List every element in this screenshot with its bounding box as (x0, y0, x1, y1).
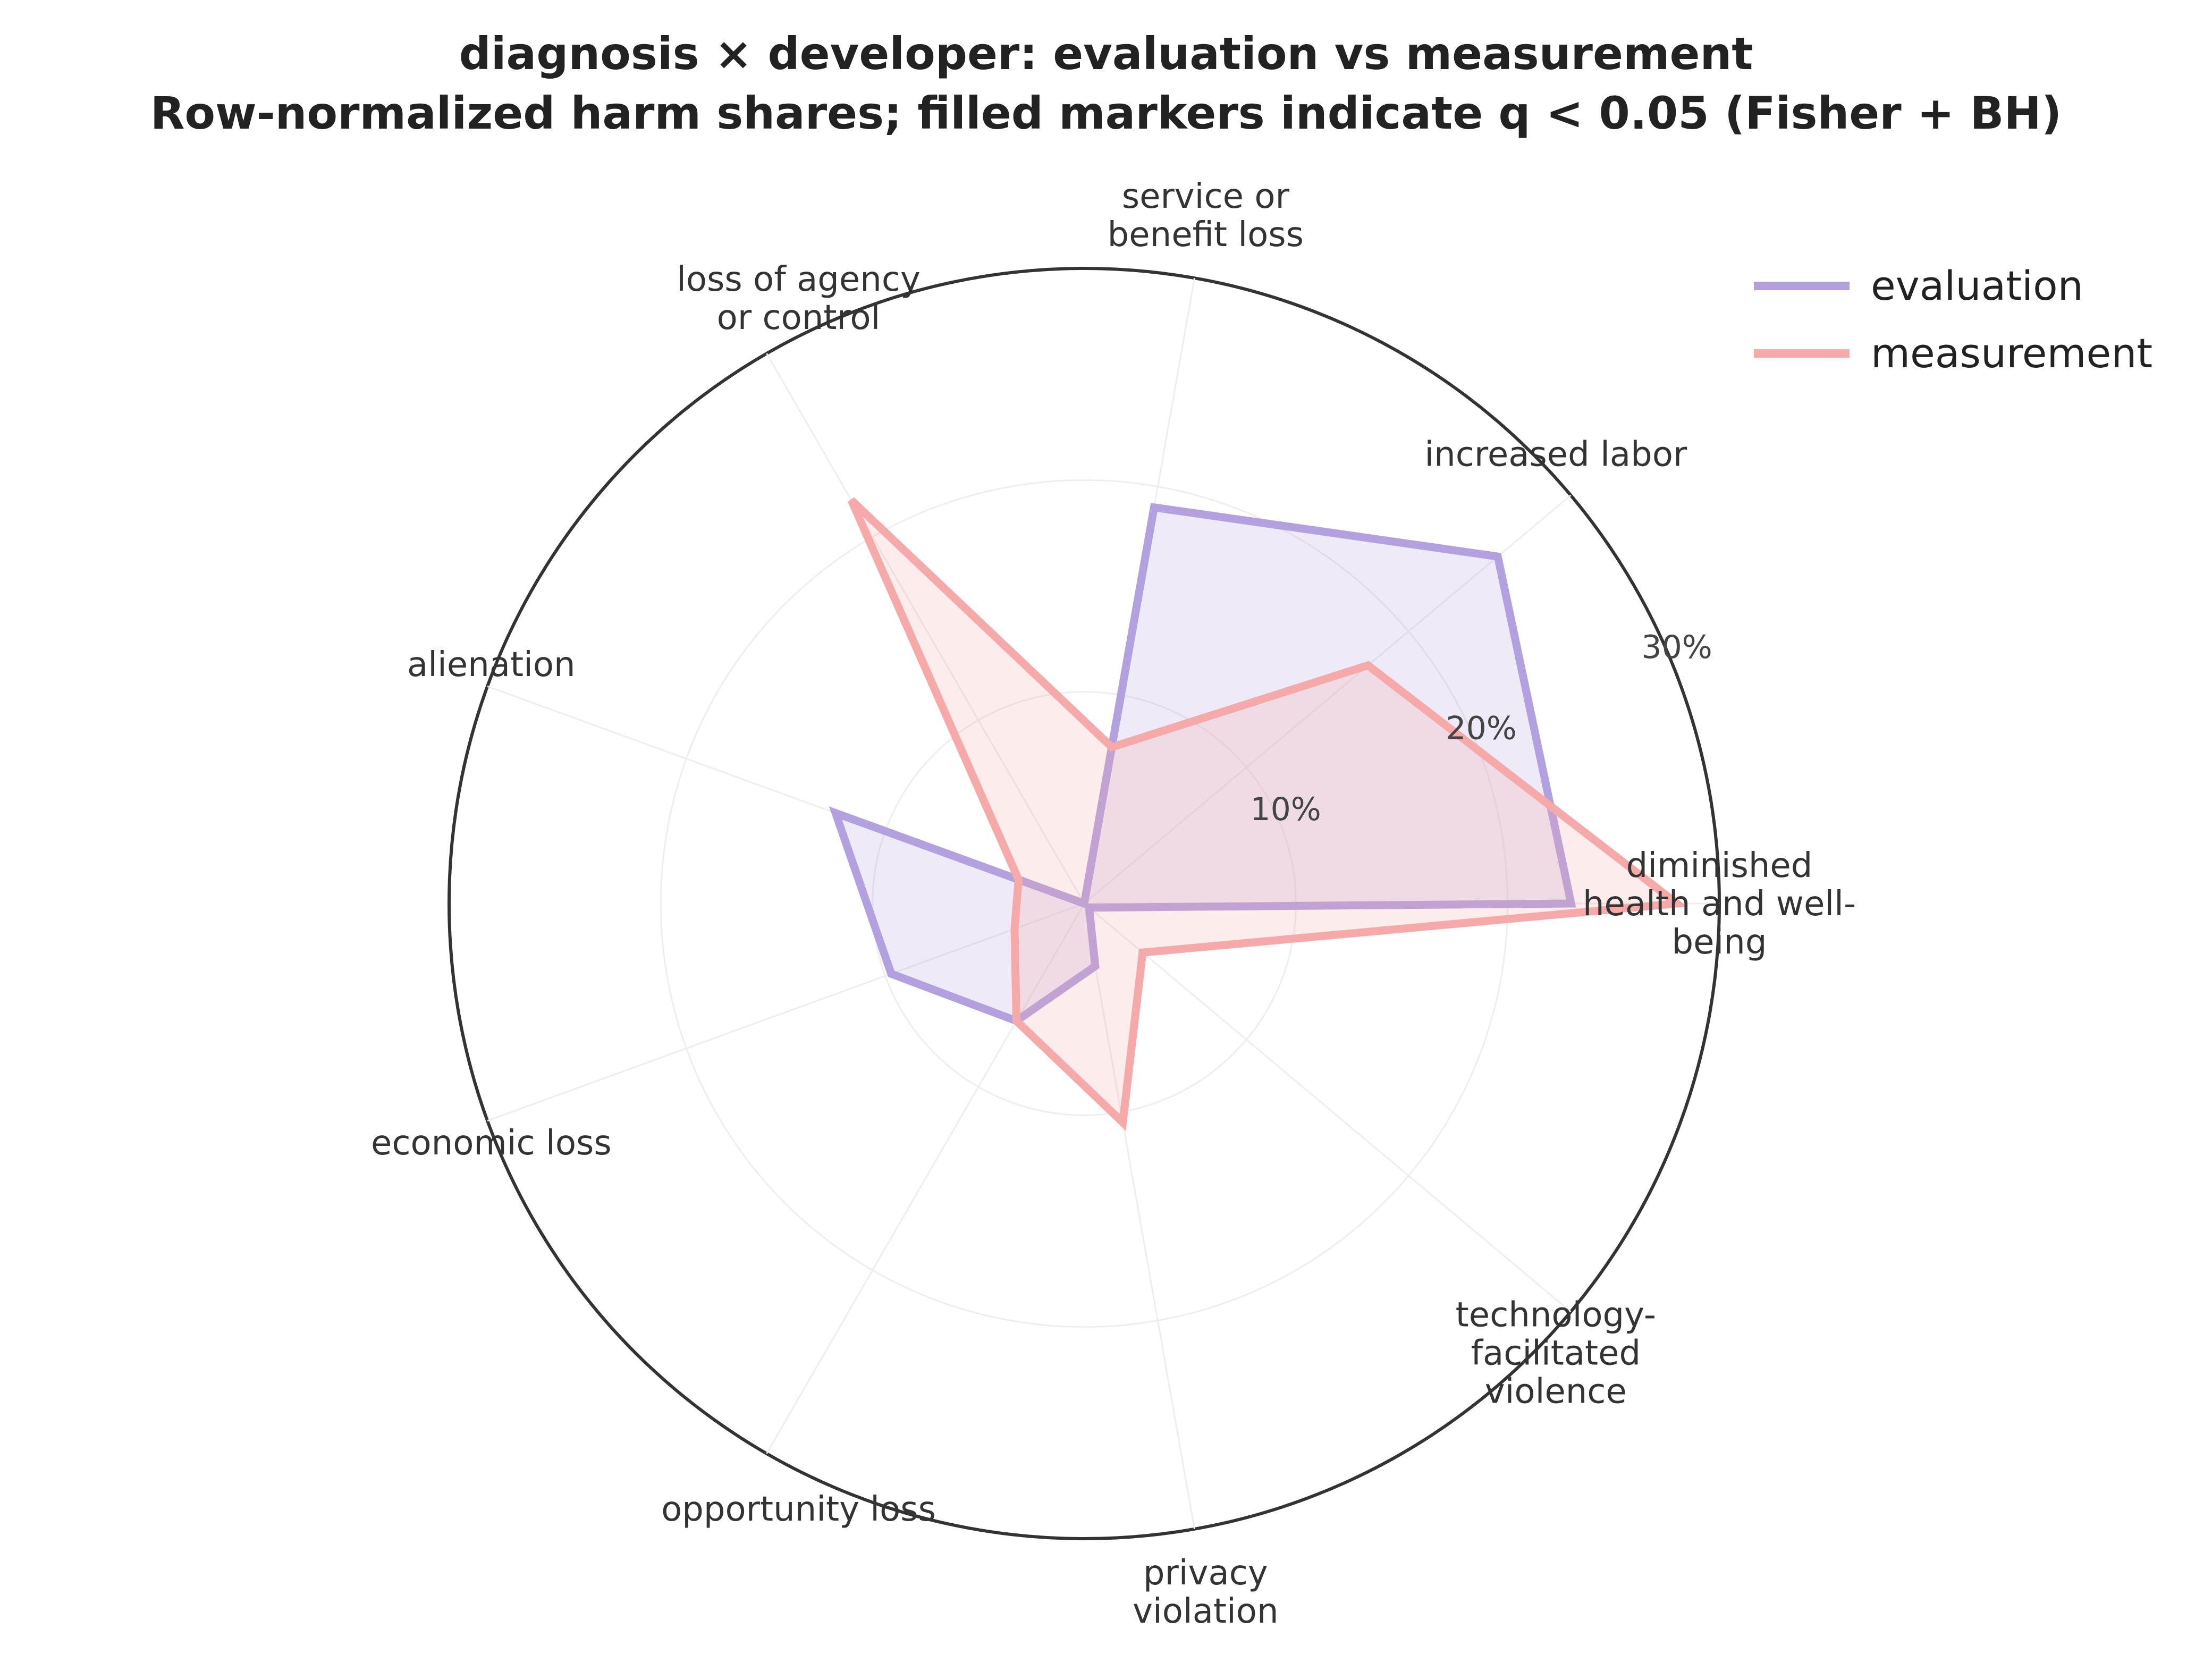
category-label-line: diminished (1626, 846, 1813, 885)
category-label-line: technology- (1456, 1295, 1656, 1335)
category-label: alienation (407, 645, 576, 685)
radial-tick-label: 30% (1641, 629, 1712, 666)
category-label-line: benefit loss (1108, 215, 1304, 255)
category-label-line: service or (1122, 177, 1290, 216)
radial-tick-label: 10% (1250, 791, 1321, 828)
radar-spoke (1083, 903, 1195, 1530)
chart-title: diagnosis × developer: evaluation vs mea… (459, 28, 1753, 80)
radar-spoke (487, 902, 1085, 1122)
legend-label-measurement: measurement (1871, 330, 2152, 377)
category-label-line: alienation (407, 645, 576, 685)
radial-tick-label: 20% (1446, 710, 1516, 747)
category-label-line: health and well- (1583, 884, 1856, 924)
radar-spoke (766, 353, 1085, 904)
category-label-line: opportunity loss (661, 1490, 936, 1529)
radar-spoke (766, 903, 1085, 1454)
radial-tick-labels: 10% 20% 30% (1250, 629, 1712, 828)
category-label-line: economic loss (371, 1124, 612, 1163)
category-label-line: being (1672, 923, 1767, 962)
category-label-line: violence (1485, 1372, 1627, 1411)
category-label-line: increased labor (1424, 435, 1687, 475)
radar-grid (448, 267, 1721, 1540)
category-label-line: privacy (1143, 1554, 1268, 1593)
legend: evaluation measurement (1754, 262, 2152, 377)
category-label-line: violation (1133, 1592, 1278, 1631)
category-label: opportunity loss (661, 1490, 936, 1529)
chart-subtitle: Row-normalized harm shares; filled marke… (150, 87, 2062, 139)
radar-series (829, 497, 1688, 1131)
category-label-line: or control (717, 298, 881, 337)
series-area-measurement (847, 497, 1688, 1131)
radar-spoke (1084, 494, 1572, 905)
category-label: increased labor (1424, 435, 1687, 475)
category-label-line: loss of agency (677, 260, 921, 299)
legend-label-evaluation: evaluation (1871, 262, 2083, 309)
category-label: economic loss (371, 1124, 612, 1163)
radar-spoke (1084, 902, 1572, 1313)
category-label-line: facilitated (1471, 1334, 1641, 1373)
